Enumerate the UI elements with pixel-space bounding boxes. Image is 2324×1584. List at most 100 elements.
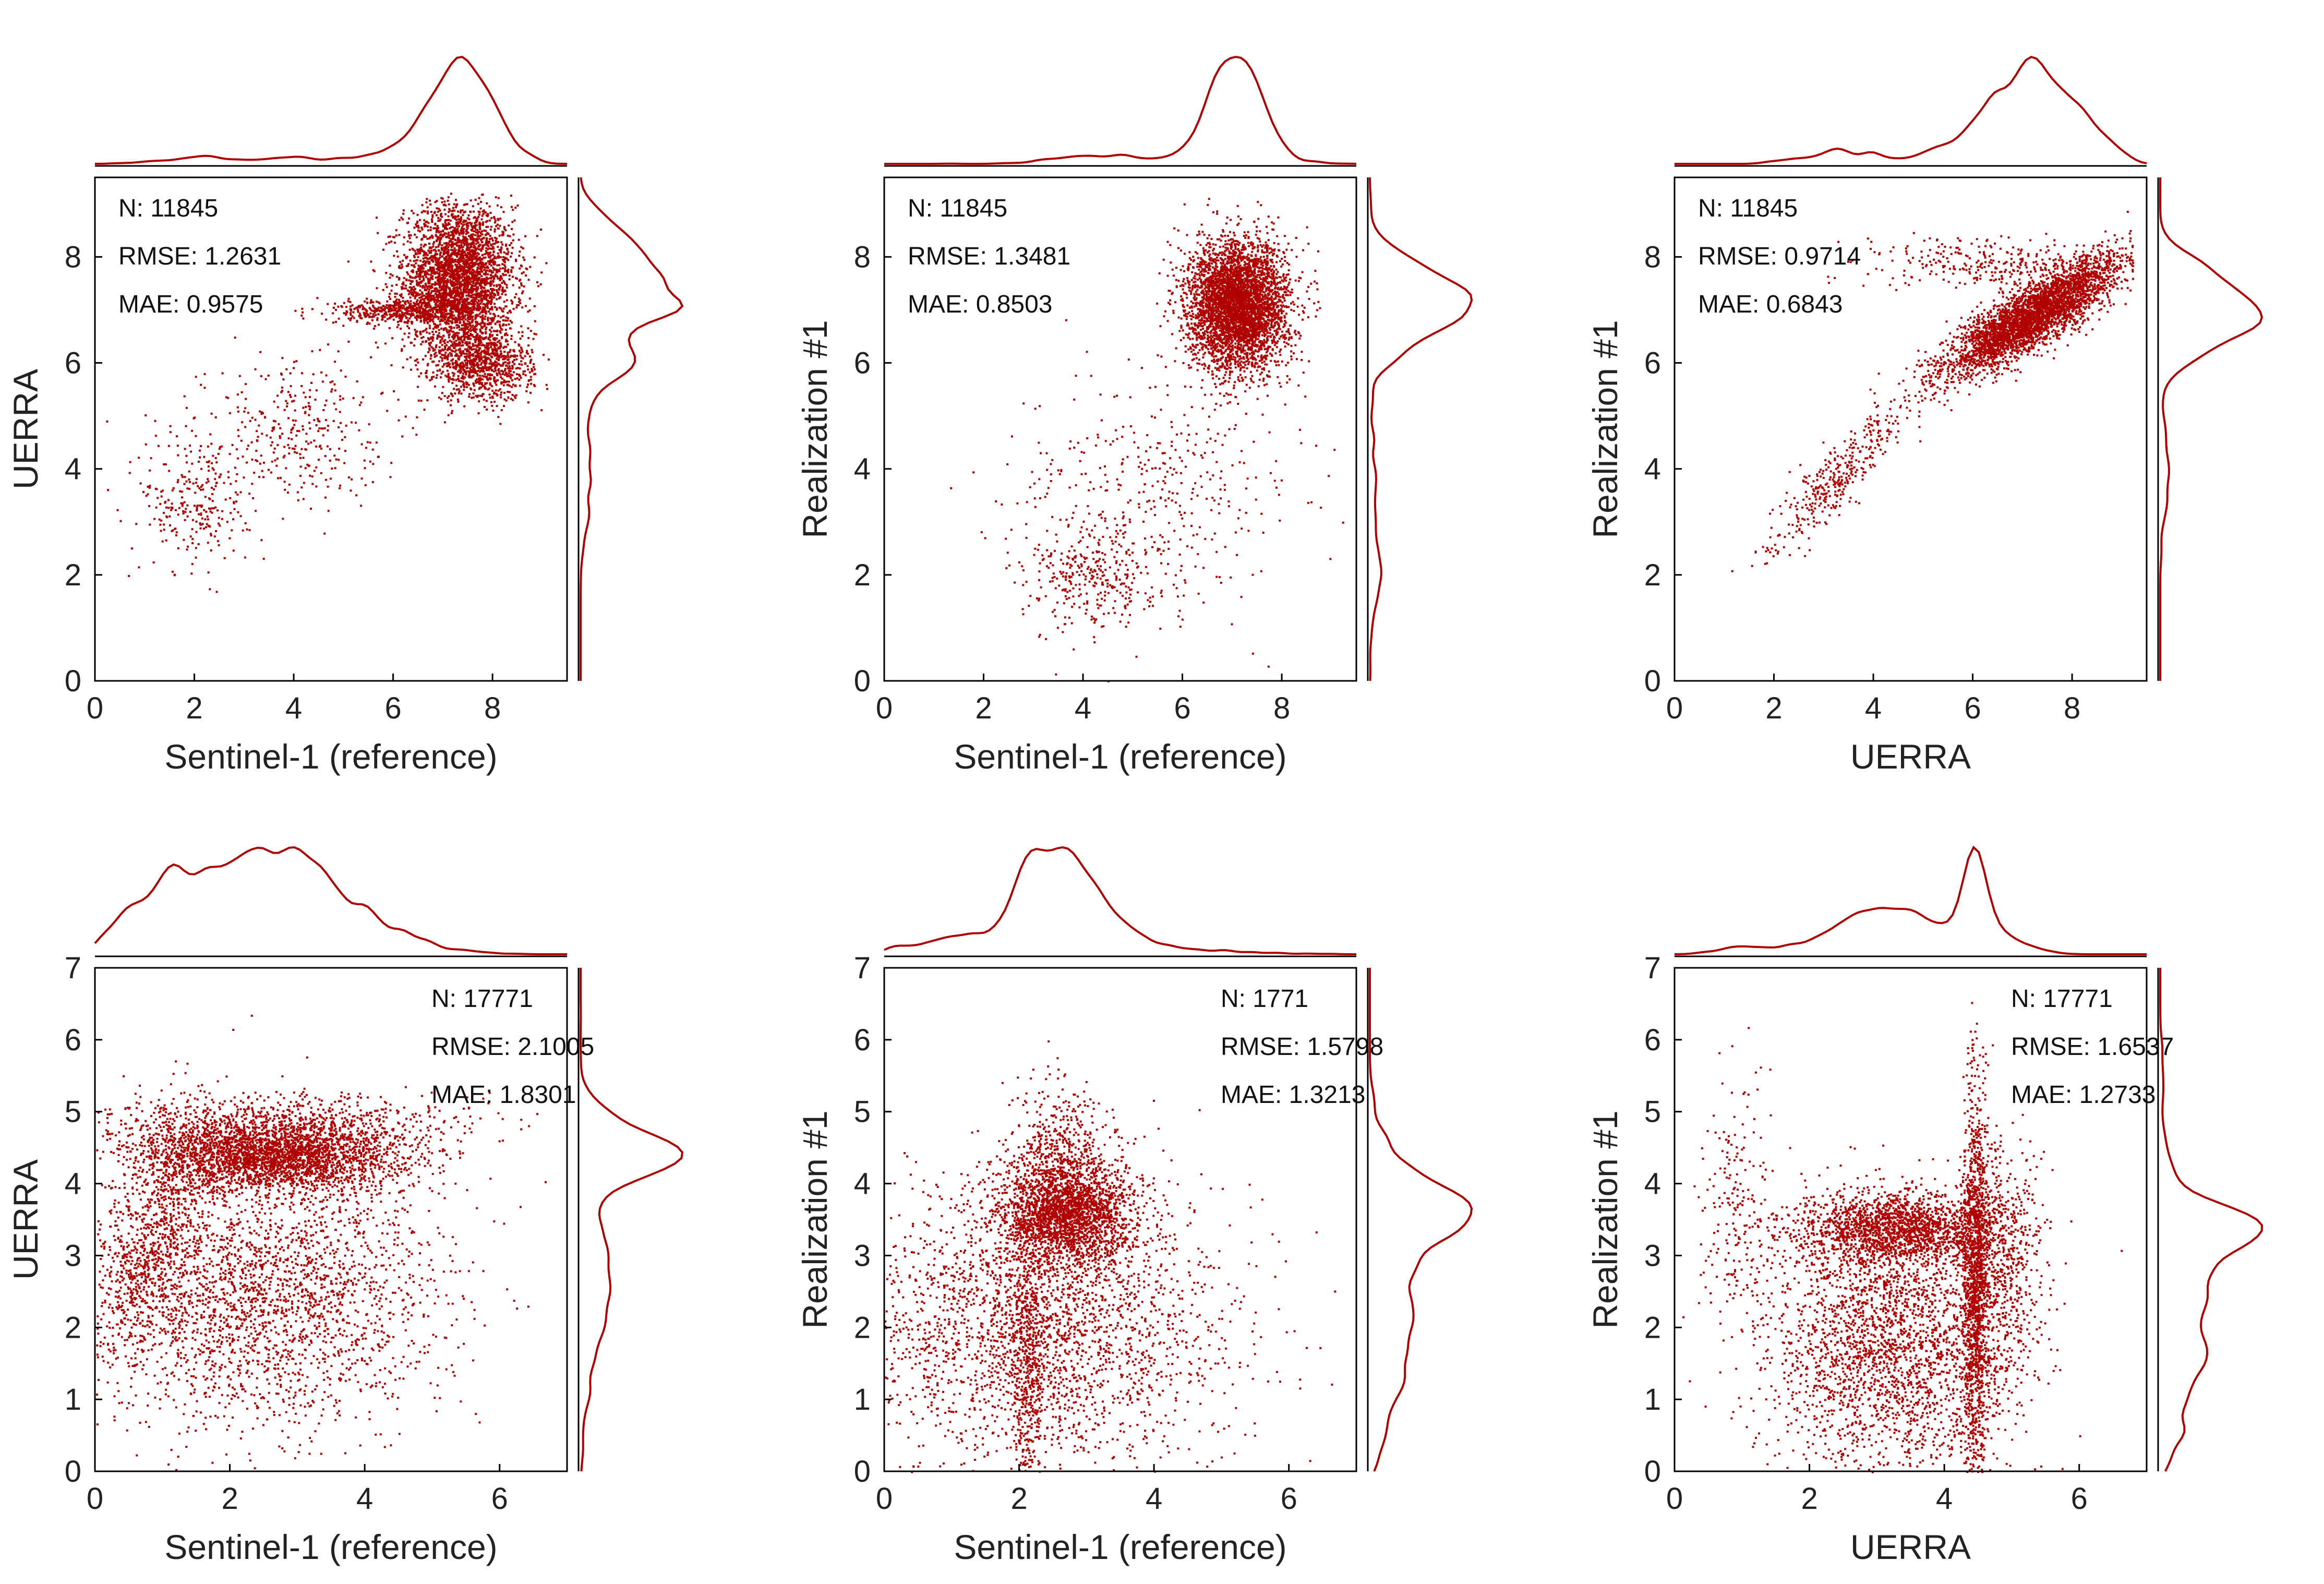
x-axis-label: Sentinel-1 (reference) [954,1528,1286,1566]
x-tick-label: 8 [2064,691,2080,725]
x-tick-label: 2 [186,691,202,725]
y-tick-label: 7 [65,951,81,985]
x-tick-label: 0 [1666,1482,1683,1516]
stats-text: N: 1771 [1221,985,1308,1013]
y-tick-label: 2 [1644,1311,1661,1345]
stats-text: RMSE: 0.9714 [1698,243,1861,270]
y-axis-label: UERRA [6,1159,45,1280]
y-tick-label: 4 [65,1167,81,1201]
plot-frame [883,176,1357,682]
right-marginal-density [2159,177,2263,681]
y-axis-label: Realization #1 [796,1110,834,1328]
y-tick-label: 4 [854,1167,871,1201]
y-axis-label: Realization #1 [1586,1110,1624,1328]
scatter-panel: 0 2 4 6 0 1 2 3 4 5 6 7 UERRA Realization #1 N: 17771 R… [1586,845,2263,1566]
x-tick-label: 2 [1010,1482,1027,1516]
stats-text: RMSE: 1.3481 [908,243,1070,270]
stats-text: N: 11845 [908,195,1007,222]
x-tick-label: 6 [1281,1482,1297,1516]
x-tick-label: 4 [285,691,302,725]
x-tick-label: 4 [1865,691,1882,725]
plot-frame [94,176,568,682]
x-tick-label: 0 [1666,691,1683,725]
y-tick-label: 8 [1644,240,1661,274]
x-tick-label: 0 [876,1482,893,1516]
right-marginal-density [580,177,684,681]
stats-text: N: 17771 [2011,985,2113,1013]
y-tick-label: 6 [1644,1023,1661,1057]
stats-text: MAE: 1.3213 [1221,1081,1366,1109]
scatter-panel: 0 2 4 6 8 0 2 4 6 8 Sentinel-1 (reference) Realizat… [796,55,1473,776]
y-tick-label: 2 [65,558,81,592]
scatter-panel: 0 2 4 6 0 1 2 3 4 5 6 7 Sentinel-1 (reference) UERRA N… [6,846,684,1566]
x-tick-label: 0 [876,691,893,725]
y-tick-label: 0 [854,664,871,698]
top-marginal-density [94,55,568,165]
scatter-panel: 0 2 4 6 8 0 2 4 6 8 UERRA Realization #1 N: 11845 RMS… [1586,55,2263,776]
scatter-points [884,1040,1336,1473]
x-tick-label: 8 [484,691,501,725]
y-tick-label: 1 [65,1383,81,1417]
scatter-points [106,193,550,593]
y-tick-label: 4 [1644,452,1661,486]
x-tick-label: 6 [1174,691,1190,725]
x-axis-label: Sentinel-1 (reference) [954,737,1286,776]
scatter-panel: 0 2 4 6 8 0 2 4 6 8 Sentinel-1 (reference) UERRA N: … [6,55,684,776]
stats-text: RMSE: 1.6537 [2011,1033,2174,1061]
stats-text: N: 17771 [431,985,533,1013]
y-tick-label: 2 [65,1311,81,1345]
x-tick-label: 2 [1801,1482,1817,1516]
y-tick-label: 6 [854,346,871,380]
x-tick-label: 0 [87,691,103,725]
stats-text: RMSE: 2.1005 [431,1033,594,1061]
y-tick-label: 3 [65,1239,81,1273]
x-tick-label: 6 [384,691,401,725]
scatter-points [1682,1002,2123,1473]
y-tick-label: 5 [1644,1095,1661,1129]
x-tick-label: 4 [1146,1482,1162,1516]
scatter-points [96,1014,547,1471]
stats-text: N: 11845 [118,195,218,222]
y-tick-label: 6 [1644,346,1661,380]
top-marginal-density [1674,845,2147,955]
y-tick-label: 2 [1644,558,1661,592]
stats-text: MAE: 1.2733 [2011,1081,2156,1109]
x-axis-label: UERRA [1850,737,1971,776]
top-marginal-density [884,846,1356,955]
y-axis-label: Realization #1 [796,320,834,538]
y-tick-label: 0 [1644,664,1661,698]
stats-text: MAE: 1.8301 [431,1081,576,1109]
y-tick-label: 2 [854,1311,871,1345]
x-tick-label: 8 [1273,691,1290,725]
x-tick-label: 6 [2071,1482,2088,1516]
y-tick-label: 3 [854,1239,871,1273]
x-axis-label: UERRA [1850,1528,1971,1566]
x-tick-label: 6 [491,1482,508,1516]
right-marginal-density [1369,177,1473,681]
y-tick-label: 0 [1644,1455,1661,1489]
y-tick-label: 8 [65,240,81,274]
y-tick-label: 0 [65,664,81,698]
y-tick-label: 3 [1644,1239,1661,1273]
y-tick-label: 5 [854,1095,871,1129]
right-marginal-density [2159,968,2263,1472]
scatter-points [1731,211,2134,572]
y-axis-label: Realization #1 [1586,320,1624,538]
scatter-panel: 0 2 4 6 0 1 2 3 4 5 6 7 Sentinel-1 (reference) Realiz… [796,846,1473,1566]
y-tick-label: 0 [854,1455,871,1489]
x-axis-label: Sentinel-1 (reference) [164,1528,497,1566]
y-tick-label: 2 [854,558,871,592]
stats-text: RMSE: 1.5798 [1221,1033,1383,1061]
y-tick-label: 4 [1644,1167,1661,1201]
stats-text: MAE: 0.9575 [118,291,263,318]
top-marginal-density [1675,55,2147,165]
y-tick-label: 7 [854,951,871,985]
x-tick-label: 2 [975,691,992,725]
plot-frame [883,967,1357,1472]
plot-frame [1673,967,2148,1472]
x-tick-label: 6 [1964,691,1981,725]
x-tick-label: 0 [87,1482,103,1516]
x-tick-label: 2 [1765,691,1782,725]
scatter-points [950,198,1344,682]
